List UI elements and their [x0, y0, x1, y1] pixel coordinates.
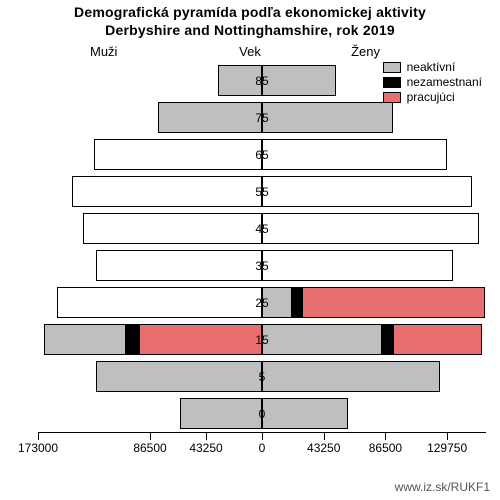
legend: neaktívní nezamestnaní pracujúci [383, 60, 482, 105]
bar-segment [139, 324, 262, 355]
left-half [38, 395, 262, 432]
legend-swatch-unemployed [383, 77, 401, 88]
axis-tick [324, 433, 325, 440]
plot-area: 85 75 65 55 45 35 25 15 5 0 [38, 62, 486, 432]
legend-swatch-inactive [383, 62, 401, 73]
axis-tick [385, 433, 386, 440]
bar-segment [94, 139, 262, 170]
age-label: 15 [247, 333, 277, 347]
age-label: 5 [247, 370, 277, 384]
chart-title: Demografická pyramída podľa ekonomickej … [0, 4, 500, 39]
bar-segment [72, 176, 262, 207]
bar-segment [393, 324, 481, 355]
bar-segment [96, 250, 262, 281]
age-label: 85 [247, 74, 277, 88]
axis-tick-label: 173000 [18, 441, 58, 455]
right-half [262, 247, 486, 284]
bar-segment [57, 287, 262, 318]
age-label: 0 [247, 407, 277, 421]
bar-segment [262, 250, 453, 281]
pyramid-chart: Demografická pyramída podľa ekonomickej … [0, 0, 500, 500]
legend-label: nezamestnaní [407, 75, 482, 89]
pyramid-row: 25 [38, 284, 486, 321]
x-axis: 173000865004325004325086500129750 [38, 432, 486, 460]
left-half [38, 321, 262, 358]
title-line-2: Derbyshire and Nottinghamshire, rok 2019 [105, 22, 395, 38]
age-label: 45 [247, 222, 277, 236]
legend-swatch-working [383, 92, 401, 103]
legend-label: pracujúci [407, 90, 455, 104]
left-half [38, 284, 262, 321]
right-half [262, 358, 486, 395]
bar-segment [262, 361, 440, 392]
axis-tick-label: 43250 [307, 441, 340, 455]
bar-segment [302, 287, 485, 318]
axis-tick-label: 86500 [369, 441, 402, 455]
pyramid-row: 5 [38, 358, 486, 395]
bar-segment [262, 324, 382, 355]
axis-tick-label: 86500 [133, 441, 166, 455]
right-half [262, 395, 486, 432]
left-half [38, 173, 262, 210]
age-label: 35 [247, 259, 277, 273]
right-half [262, 284, 486, 321]
bar-segment [96, 361, 262, 392]
bar-segment [292, 287, 302, 318]
legend-item: neaktívní [383, 60, 482, 74]
legend-label: neaktívní [407, 60, 456, 74]
col-label-right: Ženy [351, 44, 380, 59]
left-half [38, 210, 262, 247]
pyramid-row: 45 [38, 210, 486, 247]
bar-segment [262, 102, 393, 133]
age-label: 55 [247, 185, 277, 199]
axis-tick-label: 43250 [189, 441, 222, 455]
axis-tick [262, 433, 263, 440]
axis-tick [38, 433, 39, 440]
pyramid-row: 0 [38, 395, 486, 432]
age-label: 25 [247, 296, 277, 310]
col-label-left: Muži [90, 44, 117, 59]
bar-segment [262, 213, 479, 244]
pyramid-row: 35 [38, 247, 486, 284]
left-half [38, 136, 262, 173]
bar-segment [262, 139, 447, 170]
legend-item: pracujúci [383, 90, 482, 104]
bar-segment [126, 324, 139, 355]
col-label-center: Vek [239, 44, 261, 59]
footer-url: www.iz.sk/RUKF1 [395, 480, 490, 494]
axis-tick [447, 433, 448, 440]
right-half [262, 210, 486, 247]
right-half [262, 321, 486, 358]
right-half [262, 173, 486, 210]
pyramid-row: 55 [38, 173, 486, 210]
age-label: 75 [247, 111, 277, 125]
pyramid-row: 65 [38, 136, 486, 173]
title-line-1: Demografická pyramída podľa ekonomickej … [74, 4, 426, 20]
left-half [38, 247, 262, 284]
axis-tick-label: 129750 [427, 441, 467, 455]
left-half [38, 358, 262, 395]
bar-segment [83, 213, 262, 244]
left-half [38, 99, 262, 136]
bar-segment [382, 324, 393, 355]
bar-segment [44, 324, 126, 355]
bar-segment [262, 176, 472, 207]
right-half [262, 136, 486, 173]
legend-item: nezamestnaní [383, 75, 482, 89]
age-label: 65 [247, 148, 277, 162]
pyramid-row: 15 [38, 321, 486, 358]
left-half [38, 62, 262, 99]
axis-tick [206, 433, 207, 440]
axis-tick-label: 0 [259, 441, 266, 455]
axis-tick [150, 433, 151, 440]
